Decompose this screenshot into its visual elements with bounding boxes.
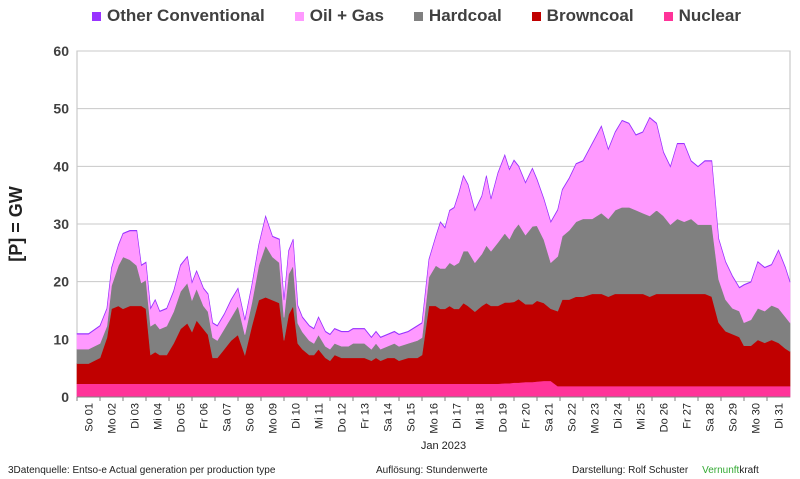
x-axis-title: Jan 2023 [421, 440, 466, 452]
x-tick-label: Do 05 [176, 403, 188, 432]
x-tick-label: Sa 21 [544, 403, 556, 432]
x-tick-label: Di 10 [291, 403, 303, 429]
x-tick-label: Fr 20 [521, 403, 533, 429]
x-tick-label: Do 12 [337, 403, 349, 432]
x-tick-label: Sa 07 [222, 403, 234, 432]
legend-item-oil-gas: Oil + Gas [294, 6, 384, 26]
legend-label: Hardcoal [428, 6, 502, 25]
x-tick-label: So 01 [84, 403, 96, 432]
x-tick-label: Mo 09 [268, 403, 280, 434]
y-tick-label: 60 [53, 43, 69, 59]
x-tick-label: Sa 28 [705, 403, 717, 432]
x-tick-label: Fr 27 [682, 403, 694, 429]
x-tick-label: Fr 13 [360, 403, 372, 429]
x-tick-label: Mo 16 [429, 403, 441, 434]
x-tick-label: Do 26 [659, 403, 671, 432]
legend: Other Conventional Oil + Gas Hardcoal Br… [92, 6, 771, 26]
x-tick-label: Di 03 [130, 403, 142, 429]
footer-author-name: Darstellung: Rolf Schuster [572, 465, 689, 476]
x-tick-label: Mo 23 [590, 403, 602, 434]
legend-swatch [663, 11, 673, 21]
x-tick-label: Mi 11 [314, 403, 326, 429]
x-tick-label: Mi 04 [153, 403, 165, 430]
legend-swatch [294, 11, 304, 21]
x-tick-label: Fr 06 [199, 403, 211, 429]
footer-author: Darstellung: Rolf Schuster Vernunftkraft [572, 465, 759, 476]
footer-source: 3Datenquelle: Entso-e Actual generation … [8, 465, 276, 476]
x-tick-label: Mo 02 [107, 403, 119, 434]
footer-brand-green: Vernunft [702, 465, 740, 476]
x-tick-label: Di 17 [452, 403, 464, 429]
legend-item-other-conventional: Other Conventional [92, 6, 265, 26]
y-axis-title: [P] = GW [6, 186, 26, 262]
y-tick-label: 20 [53, 274, 69, 290]
legend-label: Other Conventional [107, 6, 265, 25]
legend-item-browncoal: Browncoal [531, 6, 634, 26]
x-tick-label: Do 19 [498, 403, 510, 432]
x-tick-label: Mi 18 [475, 403, 487, 430]
legend-item-hardcoal: Hardcoal [413, 6, 502, 26]
footer-resolution: Auflösung: Stundenwerte [376, 465, 488, 476]
legend-label: Browncoal [546, 6, 634, 25]
x-tick-label: So 08 [245, 403, 257, 432]
x-tick-label: Mo 30 [751, 403, 763, 434]
legend-swatch [413, 11, 423, 21]
y-tick-label: 10 [53, 331, 69, 347]
x-tick-label: Di 31 [774, 403, 786, 429]
x-tick-label: So 29 [728, 403, 740, 432]
x-tick-label: Di 24 [613, 403, 625, 429]
legend-label: Oil + Gas [309, 6, 384, 25]
legend-label: Nuclear [678, 6, 741, 25]
x-tick-label: Mi 25 [636, 403, 648, 430]
x-tick-label: So 22 [567, 403, 579, 432]
y-tick-label: 50 [53, 101, 69, 117]
legend-item-nuclear: Nuclear [663, 6, 741, 26]
y-tick-label: 40 [53, 158, 69, 174]
x-tick-label: So 15 [406, 403, 418, 432]
x-tick-label: Sa 14 [383, 403, 395, 432]
footer-brand-rest: kraft [739, 465, 759, 476]
legend-swatch [531, 11, 541, 21]
y-tick-label: 0 [61, 389, 69, 405]
legend-swatch [92, 11, 101, 21]
y-tick-label: 30 [53, 216, 69, 232]
series-other-conventional [76, 116, 791, 339]
